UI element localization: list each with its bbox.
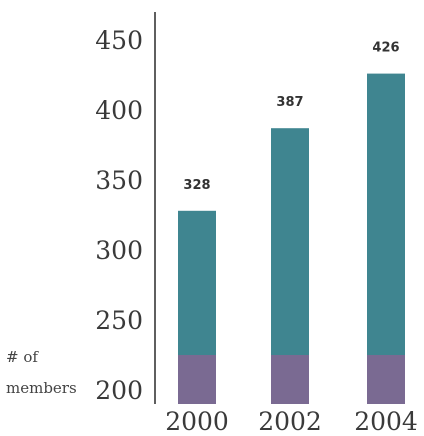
data-labels: 328 387 426 [183, 41, 399, 193]
bar-base-2004 [367, 355, 405, 404]
x-tick-labels: 2000 2002 2004 [165, 407, 418, 436]
data-label-2002: 387 [276, 95, 303, 110]
y-tick-label: 350 [95, 166, 143, 195]
y-tick-label: 300 [95, 236, 143, 265]
y-tick-label: 200 [95, 376, 143, 405]
y-tick-labels: 200 250 300 350 400 450 [95, 26, 143, 405]
y-tick-label: 450 [95, 26, 143, 55]
bar-2002 [271, 128, 309, 355]
bar-2000 [178, 210, 216, 355]
bar-base-2002 [271, 355, 309, 404]
data-label-2000: 328 [183, 178, 210, 193]
y-tick-label: 400 [95, 96, 143, 125]
bar-base-2000 [178, 355, 216, 404]
x-tick-label: 2004 [354, 407, 418, 436]
y-tick-label: 250 [95, 306, 143, 335]
data-label-2004: 426 [372, 41, 399, 56]
bar-2004 [367, 73, 405, 355]
bars [178, 73, 405, 404]
y-axis-label-line-1: # of [6, 348, 39, 366]
y-axis-label-line-2: members [6, 379, 77, 397]
x-tick-label: 2000 [165, 407, 229, 436]
x-tick-label: 2002 [258, 407, 322, 436]
